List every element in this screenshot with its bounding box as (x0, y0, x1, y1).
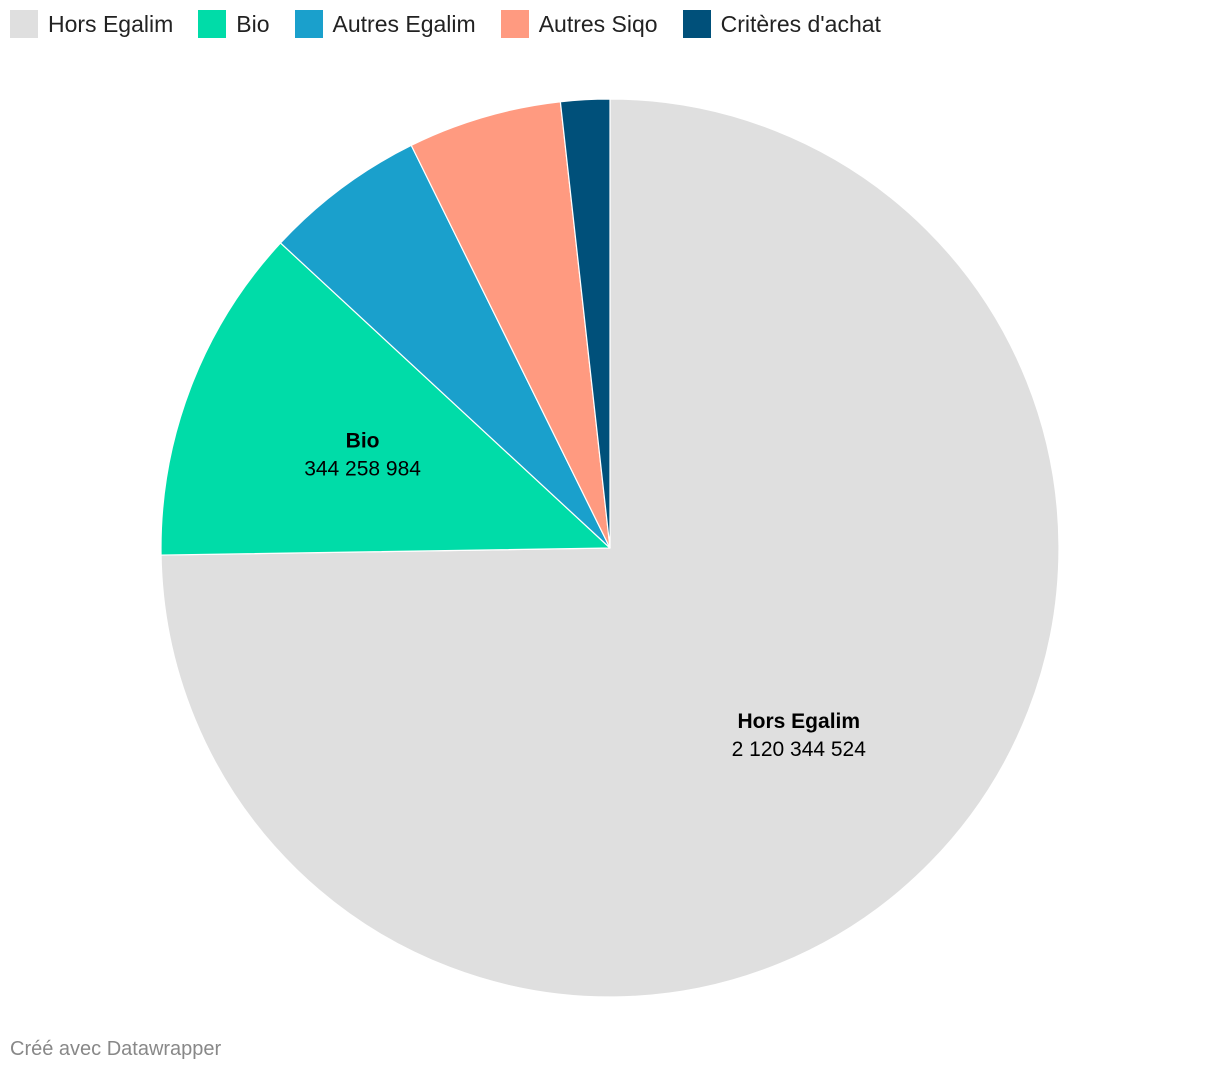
datawrapper-credit: Créé avec Datawrapper (10, 1038, 222, 1060)
legend-label-criteres-d-achat: Critères d'achat (720, 10, 881, 37)
slice-label-value-hors-egalim: 2 120 344 524 (732, 738, 867, 761)
legend-label-autres-egalim: Autres Egalim (332, 10, 476, 37)
pie-slice-bio (160, 242, 611, 556)
pie-slice-autres-egalim (279, 144, 611, 549)
pie-chart: Hors Egalim 2 120 344 524 Bio 344 258 984 (160, 98, 1060, 998)
legend-item-autres-siqo: Autres Siqo (500, 10, 658, 38)
slice-label-name-bio: Bio (346, 429, 380, 452)
chart-legend: Hors Egalim Bio Autres Egalim Autres Siqo Cr… (10, 9, 906, 39)
legend-label-bio: Bio (236, 10, 270, 37)
pie-slice-autres-siqo (410, 101, 611, 549)
slice-label-bio: Bio 344 258 984 (304, 429, 421, 480)
slice-label-value-bio: 344 258 984 (304, 457, 421, 480)
legend-label-hors-egalim: Hors Egalim (48, 10, 174, 37)
pie-slice-criteres-d-achat (559, 98, 611, 549)
legend-item-criteres-d-achat: Critères d'achat (682, 10, 881, 38)
legend-item-hors-egalim: Hors Egalim (10, 10, 173, 38)
slice-label-hors-egalim: Hors Egalim 2 120 344 524 (732, 710, 867, 761)
legend-swatch-hors-egalim (10, 10, 38, 38)
legend-item-bio: Bio (198, 10, 270, 38)
slice-label-name-hors-egalim: Hors Egalim (738, 710, 861, 733)
legend-swatch-bio (198, 10, 227, 38)
legend-swatch-autres-siqo (500, 10, 529, 38)
legend-swatch-criteres-d-achat (682, 10, 711, 38)
legend-item-autres-egalim: Autres Egalim (294, 10, 476, 38)
legend-label-autres-siqo: Autres Siqo (538, 10, 658, 37)
legend-swatch-autres-egalim (294, 10, 323, 38)
